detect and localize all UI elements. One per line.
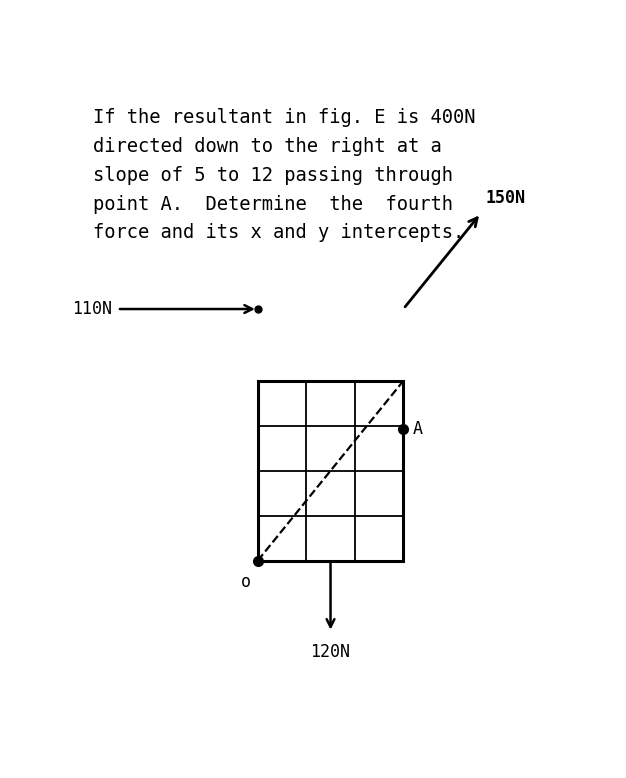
Text: force and its x and y intercepts.: force and its x and y intercepts.	[93, 223, 464, 243]
Text: A: A	[413, 420, 423, 438]
Text: If the resultant in fig. E is 400N: If the resultant in fig. E is 400N	[93, 108, 475, 128]
Text: point A.  Determine  the  fourth: point A. Determine the fourth	[93, 194, 453, 214]
Text: 110N: 110N	[72, 300, 112, 318]
Text: 150N: 150N	[486, 189, 526, 207]
Bar	[258, 381, 403, 561]
Text: directed down to the right at a: directed down to the right at a	[93, 137, 441, 156]
Text: slope of 5 to 12 passing through: slope of 5 to 12 passing through	[93, 166, 453, 185]
Text: 120N: 120N	[310, 643, 351, 661]
Text: o: o	[240, 573, 250, 591]
